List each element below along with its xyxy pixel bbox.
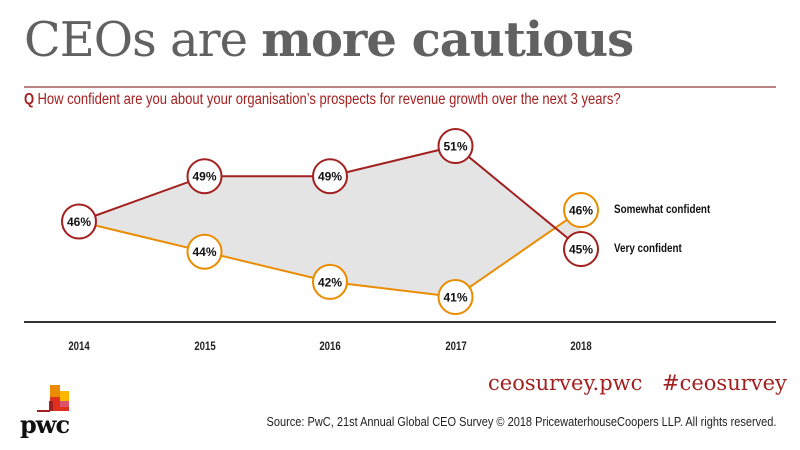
- logo-block: [49, 401, 53, 411]
- somewhat-confident-point-marker: [563, 192, 599, 229]
- very-confident-point-marker: [437, 128, 474, 164]
- hashtag-link[interactable]: #ceosurvey: [662, 371, 787, 395]
- logo-block: [60, 401, 69, 407]
- legend-very-confident: Very confident: [614, 241, 682, 256]
- very-confident-point-marker: [186, 158, 223, 195]
- logo-block: [52, 407, 69, 411]
- pwc-logo: [20, 383, 90, 439]
- somewhat-confident-point-marker: [437, 279, 474, 315]
- survey-question: Q How confident are you about your organi…: [24, 91, 621, 109]
- x-tick-label: 2016: [319, 339, 341, 353]
- source-note: Source: PwC, 21st Annual Global CEO Surv…: [266, 415, 776, 429]
- legend-somewhat-confident: Somewhat confident: [614, 202, 711, 217]
- x-tick-label: 2015: [193, 339, 216, 353]
- x-tick-label: 2018: [570, 339, 592, 353]
- question-text: How confident are you about your organis…: [37, 91, 621, 108]
- very-confident-point-label: 49%: [318, 170, 342, 184]
- very-confident-point-marker: [312, 158, 348, 195]
- title-bold: more cautious: [261, 12, 634, 68]
- somewhat-confident-point-label: 44%: [192, 245, 216, 259]
- logo-block: [50, 385, 60, 397]
- very-confident-point-marker: [61, 203, 97, 240]
- somewhat-confident-point-label: 46%: [569, 204, 593, 218]
- very-confident-point-label: 45%: [569, 243, 593, 257]
- title-divider: [24, 86, 776, 88]
- very-confident-point-label: 51%: [443, 140, 467, 154]
- website-link[interactable]: ceosurvey.pwc: [488, 371, 643, 395]
- somewhat-confident-point-marker: [312, 263, 348, 300]
- page-title: CEOs are more cautious: [24, 16, 634, 64]
- somewhat-confident-point-label: 42%: [318, 275, 342, 289]
- logo-block: [50, 397, 60, 407]
- logo-block: [60, 391, 69, 401]
- x-tick-label: 2014: [68, 339, 90, 353]
- very-confident-point-marker: [563, 231, 599, 268]
- title-regular: CEOs are: [24, 12, 262, 68]
- x-axis-line: [24, 321, 776, 323]
- very-confident-point-label: 49%: [192, 170, 216, 184]
- somewhat-confident-point-label: 41%: [443, 291, 467, 305]
- somewhat-confident-point-marker: [186, 233, 223, 270]
- very-confident-point-label: 46%: [67, 215, 91, 229]
- x-tick-label: 2017: [444, 339, 467, 353]
- pwc-logo-text: pwc: [20, 410, 70, 439]
- question-prefix: Q: [24, 91, 35, 108]
- logo-underline: [37, 410, 50, 412]
